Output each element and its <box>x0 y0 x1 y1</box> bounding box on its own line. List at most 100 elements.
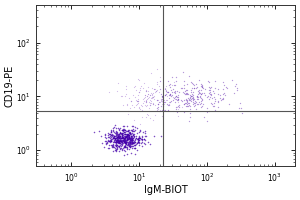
Point <box>120 94 124 97</box>
Point <box>199 99 203 102</box>
Point <box>109 130 114 134</box>
Point <box>115 139 119 142</box>
Point <box>120 129 124 132</box>
Point <box>119 143 124 146</box>
Point <box>114 141 119 144</box>
Point <box>191 97 196 101</box>
Point <box>119 132 124 135</box>
Point <box>114 132 118 135</box>
Point <box>116 133 120 136</box>
Point <box>140 137 145 140</box>
Point <box>107 137 112 140</box>
Point <box>124 140 129 143</box>
Point <box>123 143 128 146</box>
Point <box>117 134 122 137</box>
Point <box>119 145 124 148</box>
Point <box>126 142 130 145</box>
Point <box>162 98 167 102</box>
Point <box>131 141 136 145</box>
Point <box>129 103 134 107</box>
Point <box>145 95 149 98</box>
Point <box>176 91 181 94</box>
Point <box>109 133 114 136</box>
Point <box>112 134 117 138</box>
Point <box>174 105 179 109</box>
Point <box>166 83 171 86</box>
Point <box>130 130 134 133</box>
Point <box>113 133 118 137</box>
Point <box>151 98 156 101</box>
Point <box>113 147 118 150</box>
Point <box>176 99 181 102</box>
Point <box>128 140 133 143</box>
Point <box>167 93 172 96</box>
Point <box>123 141 128 144</box>
Point <box>132 143 137 146</box>
Point <box>132 118 137 122</box>
Point <box>122 134 127 138</box>
Point <box>198 92 203 95</box>
Point <box>110 128 115 131</box>
Point <box>112 138 117 141</box>
Point <box>163 109 168 112</box>
Point <box>114 138 119 141</box>
Point <box>118 139 123 142</box>
Point <box>176 107 181 111</box>
Point <box>117 132 122 135</box>
Point <box>118 137 122 141</box>
Point <box>123 133 128 136</box>
Point <box>182 86 187 90</box>
Point <box>151 135 156 138</box>
Point <box>112 126 117 129</box>
Point <box>114 136 119 139</box>
Point <box>112 141 117 144</box>
Point <box>194 82 198 85</box>
Point <box>135 98 140 101</box>
Point <box>167 93 171 97</box>
Point <box>110 146 115 149</box>
Point <box>131 139 136 142</box>
Point <box>163 87 168 90</box>
Point <box>192 103 197 106</box>
Point <box>148 117 152 120</box>
Point <box>116 138 120 141</box>
Point <box>163 94 167 97</box>
Point <box>138 137 143 140</box>
Point <box>191 95 196 98</box>
Point <box>132 146 137 150</box>
Point <box>200 98 205 101</box>
Point <box>158 79 162 82</box>
Point <box>175 89 179 92</box>
Point <box>128 138 132 141</box>
Point <box>188 112 193 115</box>
Point <box>117 134 122 138</box>
Point <box>102 139 107 142</box>
Point <box>190 97 195 100</box>
Point <box>123 140 128 144</box>
Point <box>132 146 137 149</box>
Point <box>110 138 115 141</box>
Point <box>120 134 125 138</box>
Point <box>201 86 206 89</box>
Point <box>118 137 123 140</box>
Point <box>130 133 135 137</box>
Point <box>114 138 118 141</box>
Point <box>118 143 123 146</box>
Point <box>115 127 120 130</box>
Point <box>188 99 192 102</box>
Point <box>125 140 130 143</box>
Point <box>143 142 148 145</box>
Point <box>164 90 169 93</box>
Point <box>157 84 162 87</box>
Point <box>191 99 196 102</box>
Point <box>195 94 200 98</box>
Point <box>187 97 192 100</box>
Point <box>142 137 146 140</box>
Point <box>130 136 135 140</box>
Point <box>216 106 221 109</box>
Point <box>128 141 133 144</box>
Point <box>106 146 110 149</box>
Point <box>186 98 191 102</box>
Point <box>174 99 179 102</box>
Point <box>119 132 124 135</box>
